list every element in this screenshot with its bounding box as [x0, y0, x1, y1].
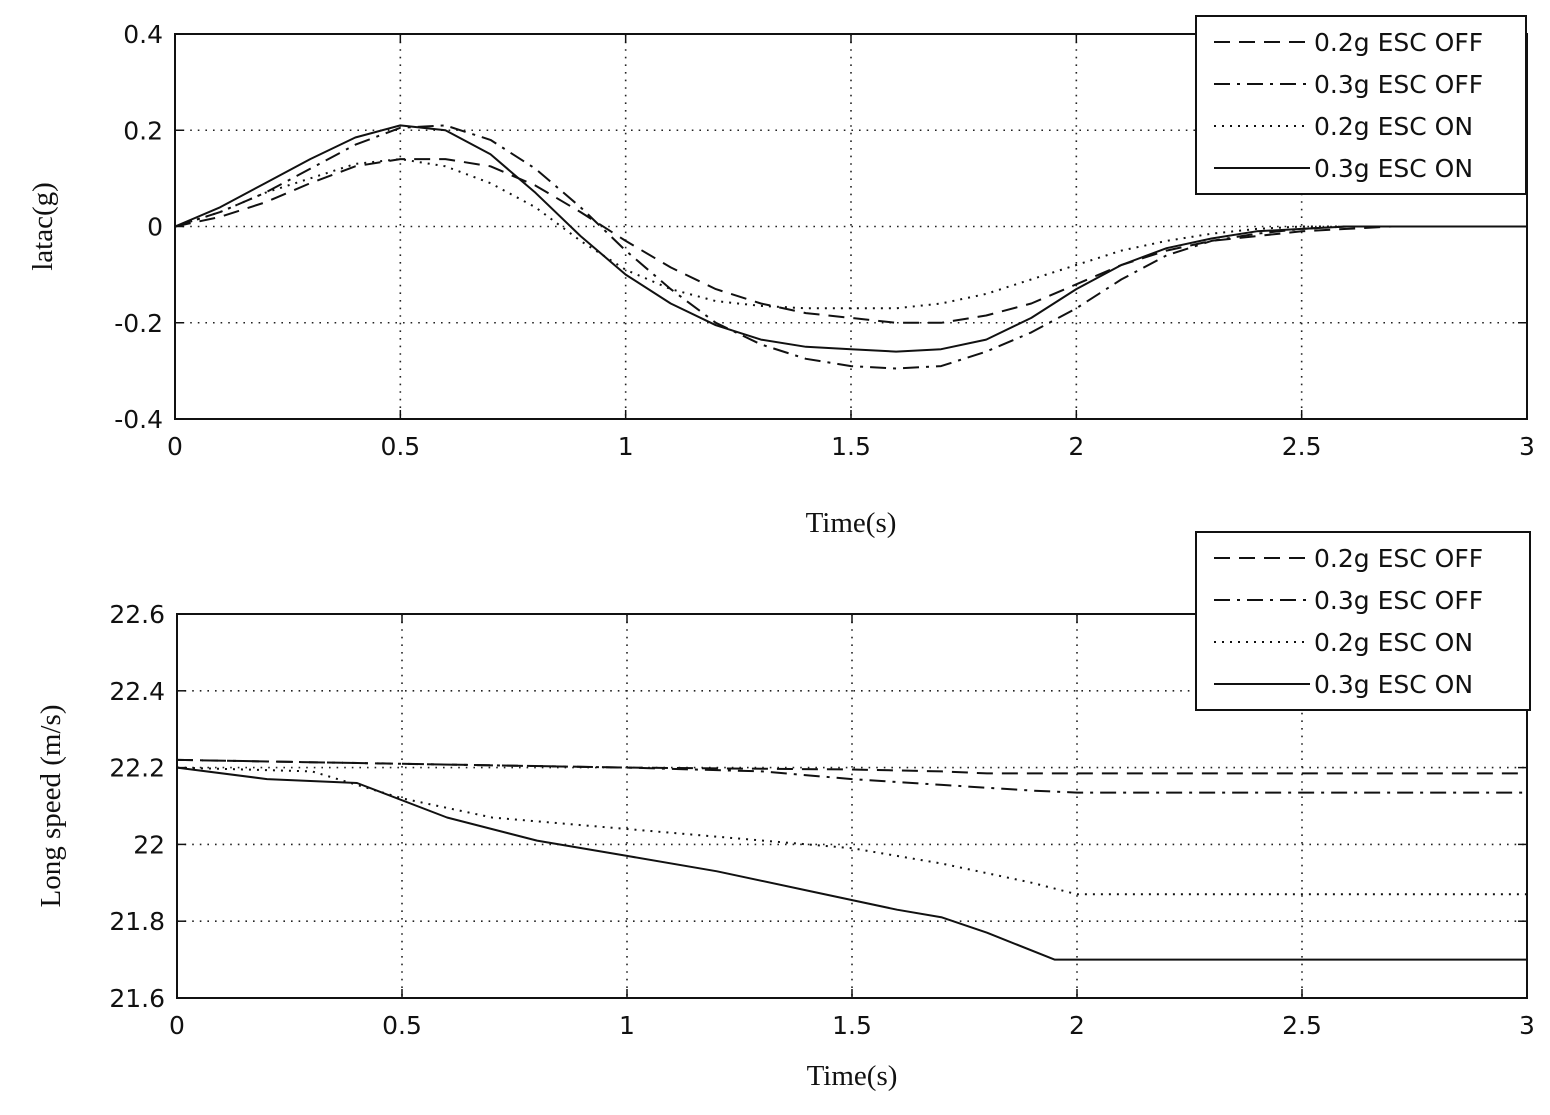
series-line-0-3g-esc-off [176, 758, 1527, 794]
legend-label: 0.3g ESC ON [1314, 154, 1473, 183]
x-tick-label: 2 [1069, 1011, 1085, 1040]
legend-label: 0.3g ESC OFF [1314, 70, 1483, 99]
y-tick-label: 22.2 [109, 754, 165, 783]
series-line-0-2g-esc-off [174, 158, 1527, 324]
x-tick-label: 0 [169, 1011, 185, 1040]
legend-label: 0.2g ESC OFF [1314, 544, 1483, 573]
x-tick-label: 3 [1519, 1011, 1535, 1040]
x-tick-label: 2.5 [1282, 432, 1322, 461]
x-tick-label: 0.5 [382, 1011, 422, 1040]
series-line-0-3g-esc-on [174, 124, 1527, 353]
series-line-0-2g-esc-on [176, 766, 1527, 896]
y-tick-label: 0.2 [123, 116, 163, 145]
y-tick-label: 0.4 [123, 20, 163, 49]
y-tick-label: -0.4 [114, 405, 163, 434]
legend-label: 0.3g ESC OFF [1314, 586, 1483, 615]
y-tick-label: 21.6 [109, 984, 165, 1013]
legend-label: 0.2g ESC ON [1314, 112, 1473, 141]
legend-label: 0.3g ESC ON [1314, 670, 1473, 699]
x-tick-label: 1.5 [832, 1011, 872, 1040]
y-tick-label: 22 [133, 830, 165, 859]
x-tick-label: 2.5 [1282, 1011, 1322, 1040]
legend-box [1195, 531, 1531, 711]
x-axis-label: Time(s) [806, 507, 897, 539]
y-axis-label: latac(g) [27, 182, 59, 271]
x-tick-label: 1 [619, 1011, 635, 1040]
y-tick-label: 22.4 [109, 677, 165, 706]
legend-box [1195, 15, 1527, 195]
series-line-0-3g-esc-off [174, 124, 1527, 370]
x-tick-label: 0.5 [380, 432, 420, 461]
y-tick-label: 22.6 [109, 600, 165, 629]
series-line-0-3g-esc-on [176, 766, 1527, 961]
y-tick-label: 0 [147, 213, 163, 242]
legend-label: 0.2g ESC OFF [1314, 28, 1483, 57]
longitudinal-speed-chart: 0 0.5 1 1.5 2 2.5 3 22.6 22.4 22.2 22 21.8 21.6 Time(… [35, 531, 1535, 1092]
legend-label: 0.2g ESC ON [1314, 628, 1473, 657]
x-axis-label: Time(s) [807, 1060, 898, 1092]
x-tick-label: 0 [167, 432, 183, 461]
x-tick-label: 1.5 [831, 432, 871, 461]
y-axis-label: Long speed (m/s) [35, 705, 67, 908]
y-tick-label: 21.8 [109, 907, 165, 936]
y-tick-label: -0.2 [114, 309, 163, 338]
series-line-0-2g-esc-off [176, 758, 1527, 775]
lateral-acceleration-chart: 0 0.5 1 1.5 2 2.5 3 0.4 0.2 0 -0.2 -0.4 Time(s) latac… [27, 15, 1535, 539]
series-line-0-2g-esc-on [174, 158, 1527, 310]
x-tick-label: 2 [1068, 432, 1084, 461]
x-tick-label: 3 [1519, 432, 1535, 461]
x-tick-label: 1 [618, 432, 634, 461]
